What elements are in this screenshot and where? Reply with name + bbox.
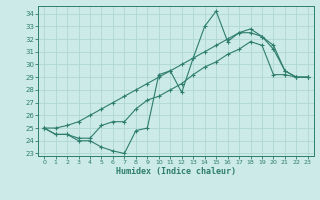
X-axis label: Humidex (Indice chaleur): Humidex (Indice chaleur): [116, 167, 236, 176]
